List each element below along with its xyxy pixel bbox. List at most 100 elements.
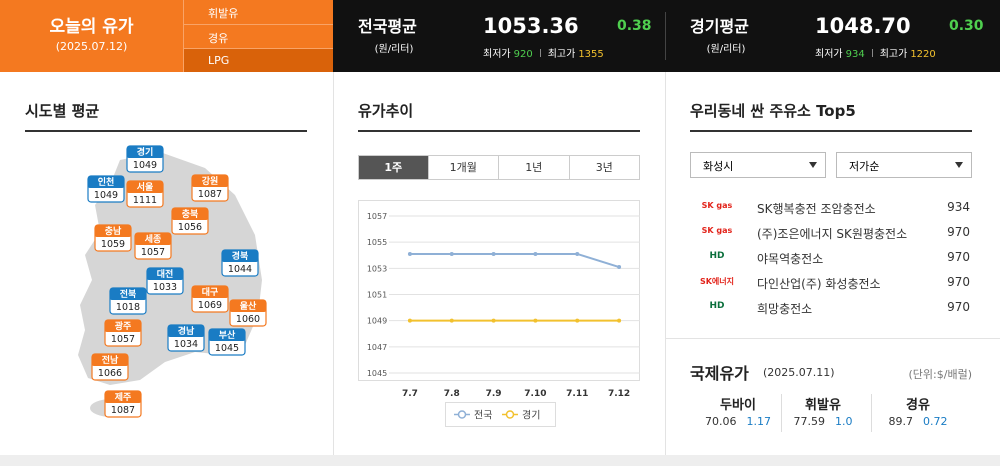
station-logo: HD bbox=[709, 251, 725, 261]
region-name: 부산 bbox=[219, 329, 236, 341]
series-point bbox=[575, 318, 580, 323]
series-point bbox=[491, 251, 496, 256]
region-label: 부산 1045 bbox=[208, 328, 246, 356]
station-name[interactable]: (주)조은에너지 SK원평충전소 bbox=[757, 227, 908, 241]
y-tick-label: 1057 bbox=[367, 212, 387, 221]
station-name[interactable]: 희망충전소 bbox=[757, 302, 813, 316]
station-logo: SK에너지 bbox=[699, 277, 735, 286]
sort-select[interactable]: 저가순 bbox=[836, 152, 972, 178]
region-label: 서울 1111 bbox=[126, 180, 164, 208]
region-head bbox=[110, 288, 146, 300]
region-label: 인천 1049 bbox=[87, 175, 125, 203]
x-tick-label: 7.7 bbox=[402, 389, 418, 399]
legend-label: 경기 bbox=[522, 409, 540, 422]
intl-unit: (단위:$/배럴) bbox=[908, 368, 972, 381]
region-head bbox=[95, 225, 131, 237]
series-point bbox=[449, 251, 454, 256]
panel-title: 유가추이 bbox=[358, 102, 414, 120]
station-name[interactable]: 야목역충전소 bbox=[757, 252, 824, 266]
region-label: 경남 1034 bbox=[167, 324, 205, 352]
region-head bbox=[168, 325, 204, 337]
series-point bbox=[407, 251, 412, 256]
region-name: 울산 bbox=[240, 300, 257, 312]
period-tab[interactable]: 1년 bbox=[499, 155, 570, 180]
title: 오늘의 유가 bbox=[49, 17, 134, 37]
underline bbox=[358, 130, 640, 132]
region-label: 제주 1087 bbox=[104, 390, 142, 418]
min-label: 최저가 bbox=[815, 49, 843, 60]
region-label: 대전 1033 bbox=[146, 267, 184, 295]
select-arrow bbox=[955, 162, 963, 168]
series-point bbox=[533, 318, 538, 323]
region-head bbox=[222, 250, 258, 262]
separator bbox=[871, 49, 873, 57]
divider bbox=[665, 12, 666, 60]
fuel-tab[interactable]: LPG bbox=[183, 48, 333, 72]
region-name: 경북 bbox=[232, 250, 249, 262]
period-tab[interactable]: 1개월 bbox=[428, 155, 499, 180]
region-map: 경기 1049 인천 1049 서울 1111 강원 1087 충북 1056 충남 1059 세종 10… bbox=[78, 145, 267, 418]
legend-marker bbox=[457, 410, 467, 419]
region-label: 경기 1049 bbox=[126, 145, 164, 173]
intl-row: 70.06 1.17 bbox=[688, 415, 788, 428]
region-head bbox=[92, 354, 128, 366]
intl-date: (2025.07.11) bbox=[763, 366, 835, 379]
station-price: 934 bbox=[947, 200, 970, 214]
station-logo: SK gas bbox=[701, 226, 733, 235]
average-bar: 전국평균 (원/리터) 1053.36 0.38 최저가 920 최고가 1355 경기평균 (원… bbox=[333, 0, 1000, 72]
period-tab[interactable]: 1주 bbox=[358, 155, 429, 180]
region-head bbox=[88, 176, 124, 188]
region-select[interactable]: 화성시 bbox=[690, 152, 826, 178]
x-tick-label: 7.10 bbox=[524, 389, 546, 399]
region-value: 1087 bbox=[198, 189, 222, 200]
period-tab[interactable]: 3년 bbox=[569, 155, 640, 180]
region-label: 경북 1044 bbox=[221, 249, 259, 277]
region-value: 1034 bbox=[174, 339, 198, 350]
region-value: 1057 bbox=[111, 334, 135, 345]
region-name: 서울 bbox=[137, 181, 154, 193]
region-value: 1059 bbox=[101, 239, 125, 250]
y-tick-label: 1055 bbox=[367, 238, 387, 247]
region-value: 1087 bbox=[111, 405, 135, 416]
region-value: 1066 bbox=[98, 368, 122, 379]
region-name: 광주 bbox=[115, 320, 132, 332]
divider bbox=[780, 394, 782, 432]
select-arrow bbox=[809, 162, 817, 168]
fuel-tab[interactable]: 휘발유 bbox=[183, 0, 333, 24]
y-tick-label: 1051 bbox=[367, 291, 387, 300]
intl-value: 70.06 bbox=[705, 415, 737, 428]
avg-unit: (원/리터) bbox=[706, 44, 746, 55]
min-label: 최저가 bbox=[483, 49, 511, 60]
fuel-tab[interactable]: 경유 bbox=[183, 24, 333, 48]
series-point bbox=[617, 265, 622, 270]
region-value: 1049 bbox=[133, 160, 157, 171]
intl-name: 휘발유 bbox=[805, 398, 841, 413]
region-label: 대구 1069 bbox=[191, 285, 229, 313]
avg-change: 0.30 bbox=[949, 18, 984, 34]
region-value: 1045 bbox=[215, 343, 239, 354]
region-name: 경기 bbox=[137, 146, 154, 158]
series-point bbox=[617, 318, 622, 323]
x-tick-label: 7.12 bbox=[608, 389, 630, 399]
fuel-tab-label: LPG bbox=[208, 54, 230, 67]
series-point bbox=[491, 318, 496, 323]
region-name: 대전 bbox=[157, 268, 174, 280]
intl-name: 경유 bbox=[906, 398, 930, 413]
series-line bbox=[409, 252, 620, 268]
series-point bbox=[449, 318, 454, 323]
station-name[interactable]: SK행복충전 조암충전소 bbox=[757, 202, 876, 216]
region-name: 전남 bbox=[102, 354, 119, 366]
region-value: 1060 bbox=[236, 314, 260, 325]
divider bbox=[333, 72, 334, 456]
x-tick-label: 7.11 bbox=[566, 389, 588, 399]
station-logo: SK gas bbox=[701, 201, 733, 210]
x-tick-label: 7.8 bbox=[444, 389, 460, 399]
y-tick-label: 1045 bbox=[367, 369, 387, 378]
avg-price: 1048.70 bbox=[815, 14, 911, 38]
station-name[interactable]: 다인산업(주) 화성충전소 bbox=[757, 277, 881, 291]
avg-change: 0.38 bbox=[617, 18, 652, 34]
region-head bbox=[105, 320, 141, 332]
region-head bbox=[192, 175, 228, 187]
footer-strip bbox=[0, 455, 1000, 466]
fuel-tabs: 휘발유 경유 LPG bbox=[183, 0, 333, 72]
